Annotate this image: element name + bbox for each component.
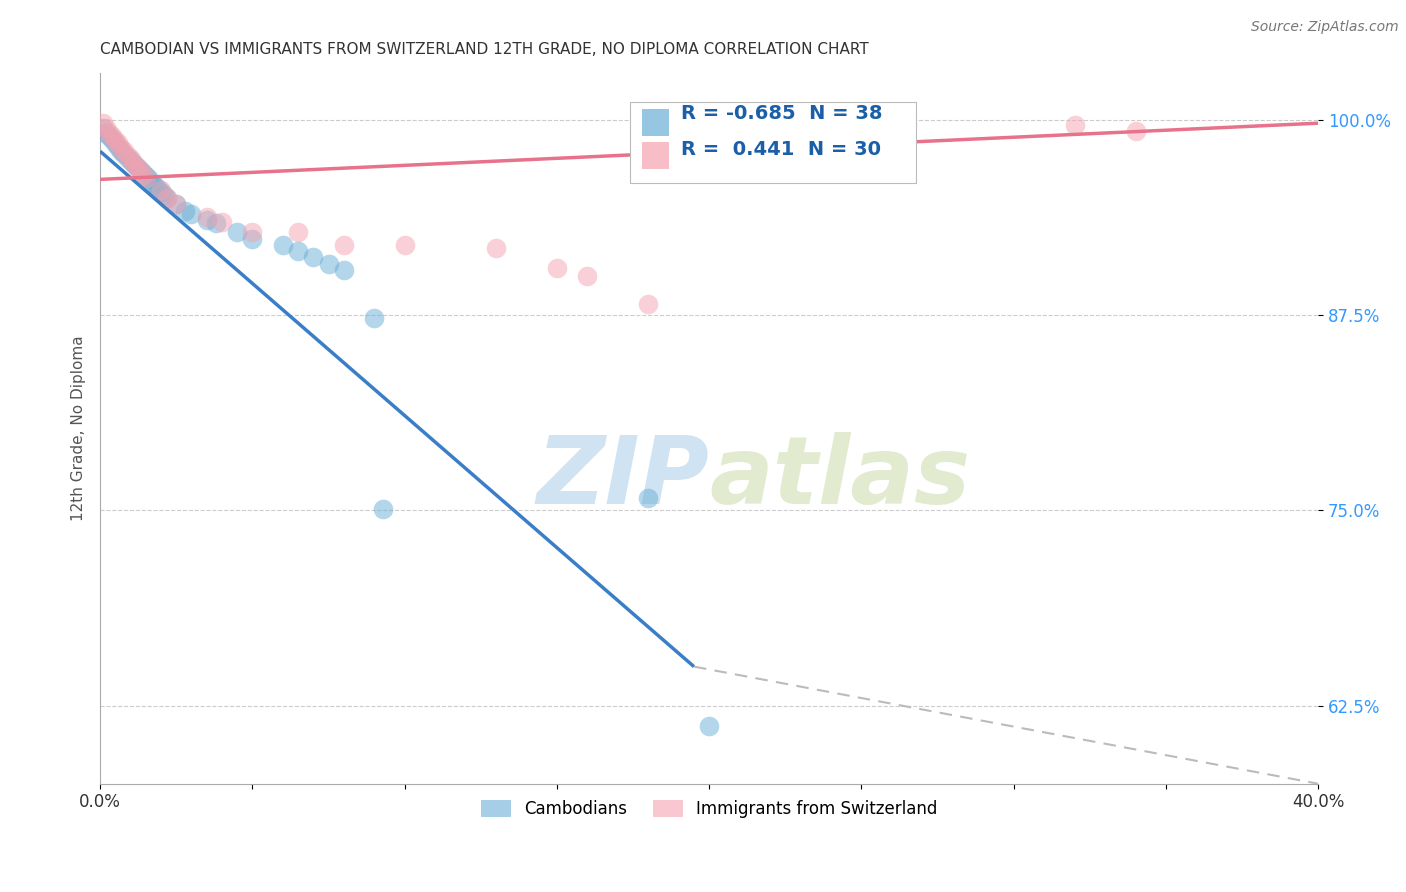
Point [150, 183, 173, 197]
Point [104, 133, 127, 147]
Point [91, 120, 114, 135]
Point [117, 149, 139, 163]
Point [156, 191, 179, 205]
Point [107, 136, 129, 151]
Bar [643, 109, 669, 136]
Point [122, 157, 145, 171]
Point [271, 238, 294, 252]
Point [135, 169, 157, 184]
Point [373, 502, 395, 516]
Point [141, 176, 163, 190]
Point [96, 126, 118, 140]
Point [138, 172, 160, 186]
Point [132, 168, 155, 182]
Point [132, 166, 155, 180]
Point [318, 257, 340, 271]
Point [135, 170, 157, 185]
Point [637, 297, 659, 311]
Point [125, 160, 148, 174]
Point [120, 153, 142, 168]
Point [226, 226, 249, 240]
Point [287, 244, 309, 259]
Point [150, 185, 173, 199]
Point [287, 226, 309, 240]
Point [143, 178, 166, 193]
Point [332, 263, 354, 277]
Point [211, 214, 233, 228]
Point [110, 141, 132, 155]
Point [107, 139, 129, 153]
Point [128, 163, 150, 178]
Point [128, 163, 150, 178]
Point [101, 132, 124, 146]
Point [195, 213, 218, 227]
Point [195, 210, 218, 224]
Point [302, 251, 325, 265]
Point [174, 203, 197, 218]
Text: atlas: atlas [709, 433, 970, 524]
Point [117, 151, 139, 165]
Point [110, 145, 132, 159]
Point [98, 128, 121, 143]
Point [697, 719, 720, 733]
Bar [643, 142, 669, 169]
Point [101, 128, 124, 143]
Point [332, 238, 354, 252]
Text: R = -0.685  N = 38: R = -0.685 N = 38 [681, 104, 883, 123]
Point [546, 261, 568, 276]
Point [122, 157, 145, 171]
Point [98, 126, 121, 140]
Text: Source: ZipAtlas.com: Source: ZipAtlas.com [1251, 20, 1399, 34]
Point [104, 136, 127, 151]
Point [637, 491, 659, 505]
Point [114, 147, 136, 161]
Point [114, 145, 136, 159]
Point [120, 152, 142, 166]
Point [485, 241, 508, 255]
Point [242, 226, 264, 240]
Text: R =  0.441  N = 30: R = 0.441 N = 30 [681, 140, 882, 159]
Point [394, 238, 416, 252]
Point [165, 197, 187, 211]
Text: ZIP: ZIP [536, 433, 709, 524]
Point [242, 232, 264, 246]
Point [91, 116, 114, 130]
Point [205, 216, 228, 230]
Point [1063, 118, 1085, 132]
Point [146, 182, 169, 196]
Y-axis label: 12th Grade, No Diploma: 12th Grade, No Diploma [72, 335, 86, 521]
Point [125, 160, 148, 174]
Point [156, 191, 179, 205]
Point [165, 197, 187, 211]
Point [576, 269, 599, 284]
Legend: Cambodians, Immigrants from Switzerland: Cambodians, Immigrants from Switzerland [474, 794, 943, 825]
Point [180, 207, 202, 221]
Text: CAMBODIAN VS IMMIGRANTS FROM SWITZERLAND 12TH GRADE, NO DIPLOMA CORRELATION CHAR: CAMBODIAN VS IMMIGRANTS FROM SWITZERLAND… [100, 42, 869, 57]
Point [1125, 124, 1147, 138]
Point [363, 311, 385, 326]
Point [153, 188, 176, 202]
FancyBboxPatch shape [630, 102, 917, 184]
Point [96, 120, 118, 135]
